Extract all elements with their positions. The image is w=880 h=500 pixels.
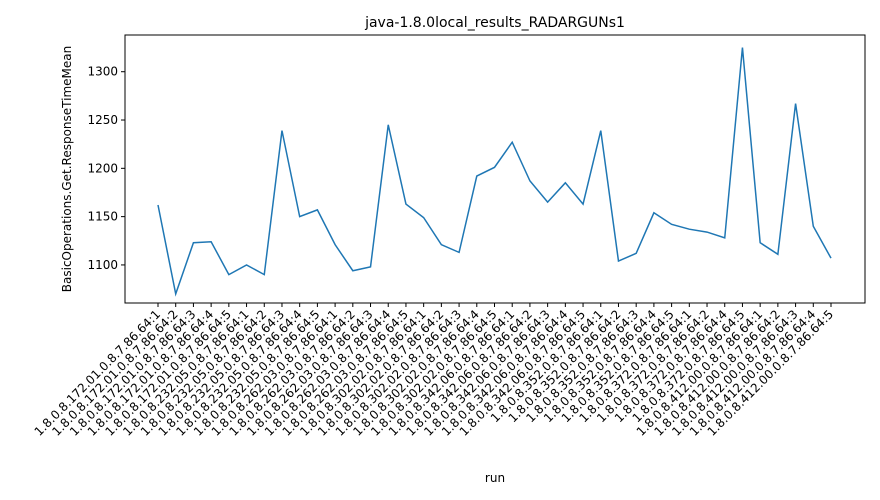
chart-title: java-1.8.0local_results_RADARGUNs1: [364, 15, 625, 31]
y-tick-label: 1300: [87, 65, 118, 79]
y-axis-label: BasicOperations.Get.ResponseTimeMean: [60, 46, 74, 292]
y-tick-label: 1200: [87, 161, 118, 175]
y-tick-label: 1100: [87, 258, 118, 272]
data-line: [157, 47, 832, 297]
y-tick-label: 1150: [87, 210, 118, 224]
y-tick-label: 1250: [87, 113, 118, 127]
x-axis-label: run: [485, 471, 505, 485]
